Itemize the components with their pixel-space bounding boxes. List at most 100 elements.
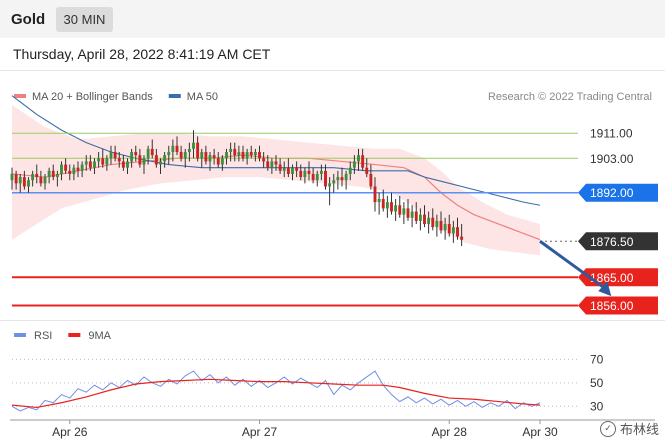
candle-body — [237, 152, 241, 156]
candle-body — [443, 224, 447, 231]
candle-body — [175, 145, 179, 153]
rsi-ma-line — [11, 378, 541, 409]
candle-body — [134, 152, 138, 156]
candle-body — [196, 142, 200, 159]
candle-body — [138, 155, 142, 165]
level-label-4: 1865.00 — [590, 271, 634, 285]
candle-body — [451, 227, 455, 234]
candle-body — [344, 173, 348, 181]
candle-body — [369, 173, 373, 187]
timeframe-button[interactable]: 30 MIN — [56, 7, 113, 32]
candle-body — [262, 158, 266, 162]
candle-body — [97, 158, 101, 162]
candle-body — [121, 161, 125, 168]
candle-body — [365, 167, 369, 174]
candle-body — [381, 199, 385, 209]
candle-body — [171, 145, 175, 153]
candle-body — [348, 167, 352, 174]
panel-divider-top — [0, 70, 665, 71]
watermark-badge-icon: ✓ — [599, 420, 616, 437]
level-tag-2 — [578, 183, 658, 202]
candle-body — [361, 155, 365, 168]
rsi-tick-label-0: 70 — [590, 352, 604, 366]
candle-body — [126, 161, 129, 168]
candle-body — [113, 152, 117, 159]
candle-body — [311, 173, 315, 181]
level-tag-3 — [578, 232, 658, 251]
candle-body — [286, 167, 290, 174]
level-label-0: 1911.00 — [590, 127, 633, 141]
bollinger-band-fill — [12, 105, 540, 256]
candle-body — [225, 152, 228, 159]
candle-body — [150, 148, 154, 156]
candle-body — [204, 152, 208, 162]
candle-body — [402, 208, 406, 215]
candle-body — [385, 202, 389, 209]
candle-body — [18, 177, 22, 184]
candle-body — [51, 170, 55, 178]
candle-body — [76, 167, 80, 171]
candle-body — [80, 164, 84, 171]
candle-body — [68, 170, 72, 174]
candle-body — [212, 155, 216, 159]
candle-body — [394, 205, 398, 212]
rsi-tick-label-2: 30 — [590, 399, 604, 413]
candle-body — [154, 155, 158, 165]
candle-body — [274, 161, 278, 165]
panel-divider-mid — [0, 320, 665, 321]
legend-swatch-0 — [14, 94, 26, 98]
candle-body — [377, 199, 381, 203]
candle-body — [253, 152, 257, 156]
level-tag-5 — [578, 296, 658, 315]
ma20-line — [11, 154, 541, 241]
candle-body — [357, 155, 360, 162]
candle-body — [307, 170, 311, 174]
candle-body — [266, 161, 270, 168]
candle-body — [352, 161, 356, 168]
candle-body — [324, 170, 327, 187]
candle-body — [101, 158, 105, 165]
candle-body — [109, 152, 113, 159]
candle-body — [35, 173, 39, 178]
rsi-line — [11, 370, 541, 412]
candle-body — [278, 164, 282, 171]
candle-body — [22, 177, 26, 187]
candle-body — [410, 211, 414, 218]
candle-body — [117, 158, 121, 162]
candle-body — [200, 152, 204, 159]
candle-body — [340, 177, 344, 181]
candle-body — [319, 170, 323, 174]
candle-body — [406, 208, 410, 218]
candle-body — [220, 158, 224, 165]
candle-body — [303, 170, 307, 178]
level-label-5: 1856.00 — [590, 299, 634, 313]
legend-label-1: MA 50 — [187, 91, 218, 103]
candle-body — [10, 173, 14, 181]
candle-body — [31, 173, 35, 181]
rsi-legend-label-0: RSI — [34, 330, 52, 342]
candle-body — [216, 158, 220, 165]
candle-body — [258, 152, 261, 159]
level-label-3: 1876.50 — [590, 235, 634, 249]
credit-text: Research © 2022 Trading Central — [488, 91, 652, 103]
candle-body — [43, 177, 47, 184]
candle-body — [423, 214, 426, 225]
candle-body — [88, 161, 92, 168]
candle-body — [447, 224, 451, 234]
candle-body — [93, 161, 96, 168]
level-label-1: 1903.00 — [590, 152, 634, 166]
candle-body — [187, 148, 191, 153]
candle-body — [72, 167, 76, 174]
candle-body — [282, 167, 286, 171]
rsi-legend-swatch-1 — [68, 333, 81, 337]
forecast-arrow-head — [598, 281, 612, 297]
candle-body — [105, 158, 109, 165]
forecast-arrow-line — [539, 240, 609, 292]
candle-body — [55, 173, 59, 178]
candle-body — [146, 148, 150, 159]
x-tick-label-3: Apr 30 — [522, 425, 558, 439]
candle-body — [336, 177, 340, 181]
rsi-legend-swatch-0 — [14, 333, 26, 337]
candle-body — [159, 161, 162, 165]
